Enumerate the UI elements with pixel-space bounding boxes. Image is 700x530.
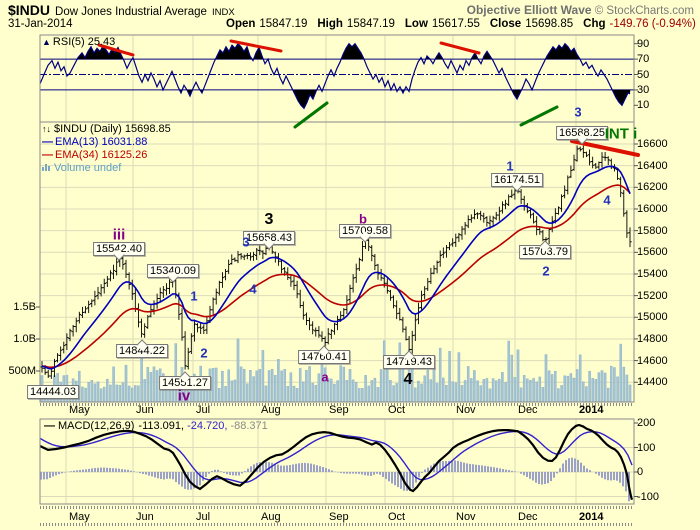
- quote-field-label: Close: [489, 18, 522, 30]
- change-down-arrow-icon: ▼: [699, 19, 700, 29]
- quote-field-value: 15847.19: [346, 18, 395, 30]
- rsi-resistance-trendline: [229, 39, 283, 53]
- price-bars: [40, 145, 632, 379]
- rsi-legend: ▲ RSI(5) 25.43: [42, 36, 115, 49]
- rsi-legend-text: RSI(5) 25.43: [52, 36, 116, 48]
- main-legend-title: $INDU (Daily) 15698.85: [54, 123, 171, 135]
- ema13-legend: — EMA(13) 16031.88: [42, 136, 171, 149]
- volume-legend-text: Volume undef: [54, 162, 122, 174]
- rsi-support-trendline: [293, 101, 329, 129]
- quote-field-label: Chg: [583, 18, 606, 30]
- main-legend-title-row: ↑↓ $INDU (Daily) 15698.85: [42, 123, 171, 136]
- quote-field-label: Open: [226, 18, 256, 30]
- quote-strip: Open 15847.19 High 15847.19 Low 15617.55 Close…: [216, 18, 700, 30]
- ema34-line-icon: —: [42, 149, 53, 161]
- updown-arrows-icon: ↑↓: [42, 124, 51, 134]
- ema34-legend: — EMA(34) 16125.26: [42, 149, 171, 162]
- macd-value: -113.091,: [138, 420, 185, 432]
- ema34-line: [41, 184, 631, 369]
- macd-legend: — MACD(12,26,9) -113.091, -24.720, -88.371: [44, 420, 268, 433]
- volume-legend: Volume undef: [42, 162, 171, 175]
- header-row-2: 31-Jan-2014 Open 15847.19 High 15847.19 Low 1…: [8, 18, 700, 30]
- watermark-brand: Objective Elliott Wave: [466, 3, 592, 17]
- rsi-resistance-trendline: [97, 43, 135, 57]
- quote-field-label: High: [317, 18, 343, 30]
- ticker-symbol: $INDU: [8, 2, 51, 18]
- ema13-legend-text: EMA(13) 16031.88: [55, 136, 148, 148]
- macd-histogram: [40, 457, 630, 502]
- quote-field-value: 15698.85: [525, 18, 574, 30]
- header-row-1: $INDU Dow Jones Industrial Average INDX: [8, 2, 235, 20]
- watermark-site: © StockCharts.com: [594, 5, 694, 17]
- ema13-line: [41, 165, 631, 370]
- macd-signal-value: -24.720,: [187, 420, 228, 432]
- rsi-line: [39, 42, 631, 110]
- rsi-resistance-trendline: [439, 41, 481, 55]
- volume-bars-icon: [42, 164, 50, 171]
- macd-line: [40, 423, 634, 501]
- quote-date: 31-Jan-2014: [8, 18, 73, 30]
- quote-field-label: Low: [404, 18, 428, 30]
- ticker-exchange: INDX: [211, 7, 235, 18]
- rsi-indicator-icon: ▲: [42, 37, 51, 47]
- rsi-panel: [39, 42, 634, 110]
- macd-line-icon: —: [44, 420, 55, 432]
- ema34-legend-text: EMA(34) 16125.26: [55, 149, 148, 161]
- rsi-overbought-fill: [77, 43, 581, 60]
- gridlines: [40, 35, 634, 504]
- quote-field-value: 15847.19: [259, 18, 308, 30]
- rsi-support-trendline: [519, 105, 559, 127]
- main-chart-legend: ↑↓ $INDU (Daily) 15698.85 — EMA(13) 16031.…: [42, 123, 171, 175]
- ema13-line-icon: —: [42, 136, 53, 148]
- watermark: Objective Elliott Wave © StockCharts.com: [467, 3, 694, 17]
- panel-borders: [36, 34, 638, 505]
- macd-legend-name: MACD(12,26,9): [58, 420, 135, 432]
- rsi-oversold-fill: [179, 89, 631, 109]
- quote-field-value: 15617.55: [431, 18, 480, 30]
- volume-bars: [40, 338, 632, 402]
- macd-histogram-value: -88.371: [230, 420, 268, 432]
- ticker-name: Dow Jones Industrial Average: [55, 6, 207, 18]
- quote-field-value: -149.76 (-0.94%): [609, 18, 696, 30]
